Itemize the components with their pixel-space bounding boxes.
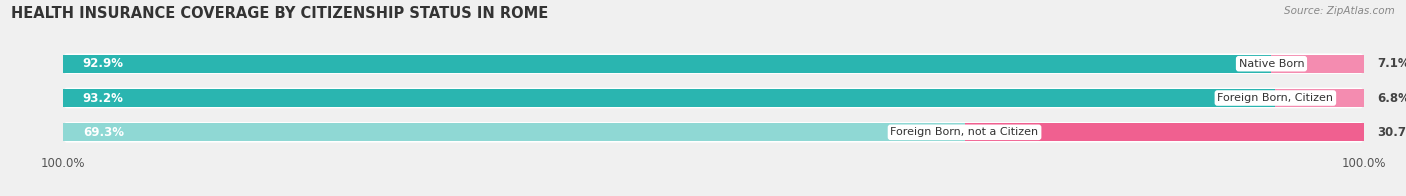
- Bar: [63, 89, 1275, 107]
- FancyBboxPatch shape: [63, 54, 1364, 74]
- Bar: [63, 89, 1275, 107]
- Bar: [1275, 89, 1364, 107]
- Text: 93.2%: 93.2%: [83, 92, 124, 104]
- Bar: [1271, 55, 1364, 73]
- Text: Native Born: Native Born: [1239, 59, 1305, 69]
- FancyBboxPatch shape: [63, 122, 1364, 143]
- Text: Foreign Born, not a Citizen: Foreign Born, not a Citizen: [890, 127, 1039, 137]
- Text: Foreign Born, Citizen: Foreign Born, Citizen: [1218, 93, 1333, 103]
- Text: 69.3%: 69.3%: [83, 126, 124, 139]
- Legend: With Coverage, Without Coverage: With Coverage, Without Coverage: [583, 193, 844, 196]
- Text: 30.7%: 30.7%: [1376, 126, 1406, 139]
- Text: 7.1%: 7.1%: [1376, 57, 1406, 70]
- FancyBboxPatch shape: [63, 88, 1364, 108]
- Bar: [1275, 89, 1364, 107]
- Text: 92.9%: 92.9%: [83, 57, 124, 70]
- Text: 6.8%: 6.8%: [1376, 92, 1406, 104]
- Bar: [63, 55, 1271, 73]
- Bar: [63, 123, 965, 141]
- Bar: [63, 123, 965, 141]
- Bar: [63, 55, 1271, 73]
- Bar: [965, 123, 1364, 141]
- Text: Source: ZipAtlas.com: Source: ZipAtlas.com: [1284, 6, 1395, 16]
- Bar: [1271, 55, 1364, 73]
- Text: HEALTH INSURANCE COVERAGE BY CITIZENSHIP STATUS IN ROME: HEALTH INSURANCE COVERAGE BY CITIZENSHIP…: [11, 6, 548, 21]
- Bar: [965, 123, 1364, 141]
